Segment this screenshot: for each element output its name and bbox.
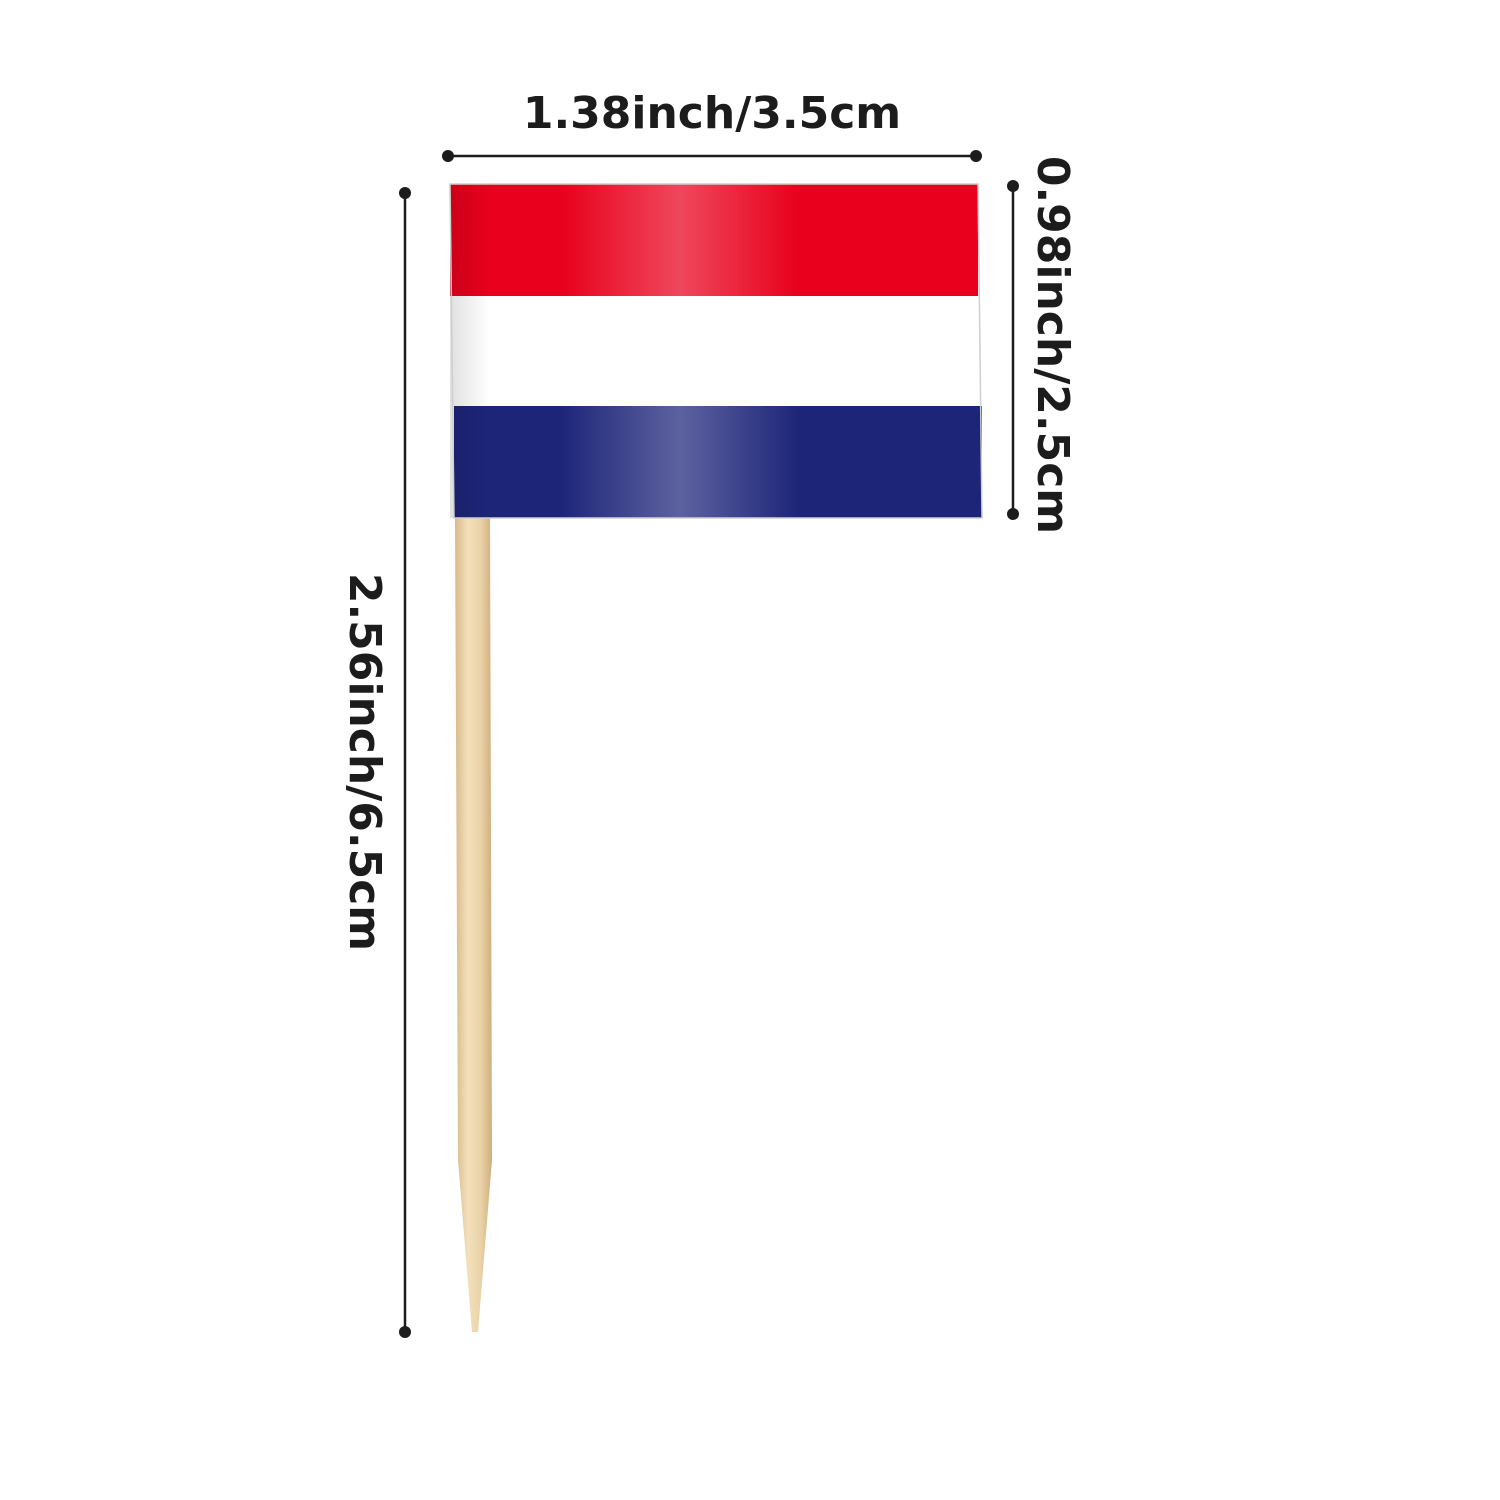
total-height-dimension: 2.56inch/6.5cm <box>339 187 411 1338</box>
netherlands-flag <box>449 183 983 519</box>
flag-height-dimension: 0.98inch/2.5cm <box>1007 156 1078 534</box>
flag-fold-shadow <box>450 184 490 518</box>
toothpick <box>455 518 492 1332</box>
flag-height-label: 0.98inch/2.5cm <box>1027 156 1078 534</box>
width-dimension: 1.38inch/3.5cm <box>442 88 982 162</box>
flag-edge <box>449 183 983 519</box>
total-height-label: 2.56inch/6.5cm <box>339 573 390 951</box>
flag-shine <box>560 184 800 518</box>
width-label: 1.38inch/3.5cm <box>523 88 901 139</box>
